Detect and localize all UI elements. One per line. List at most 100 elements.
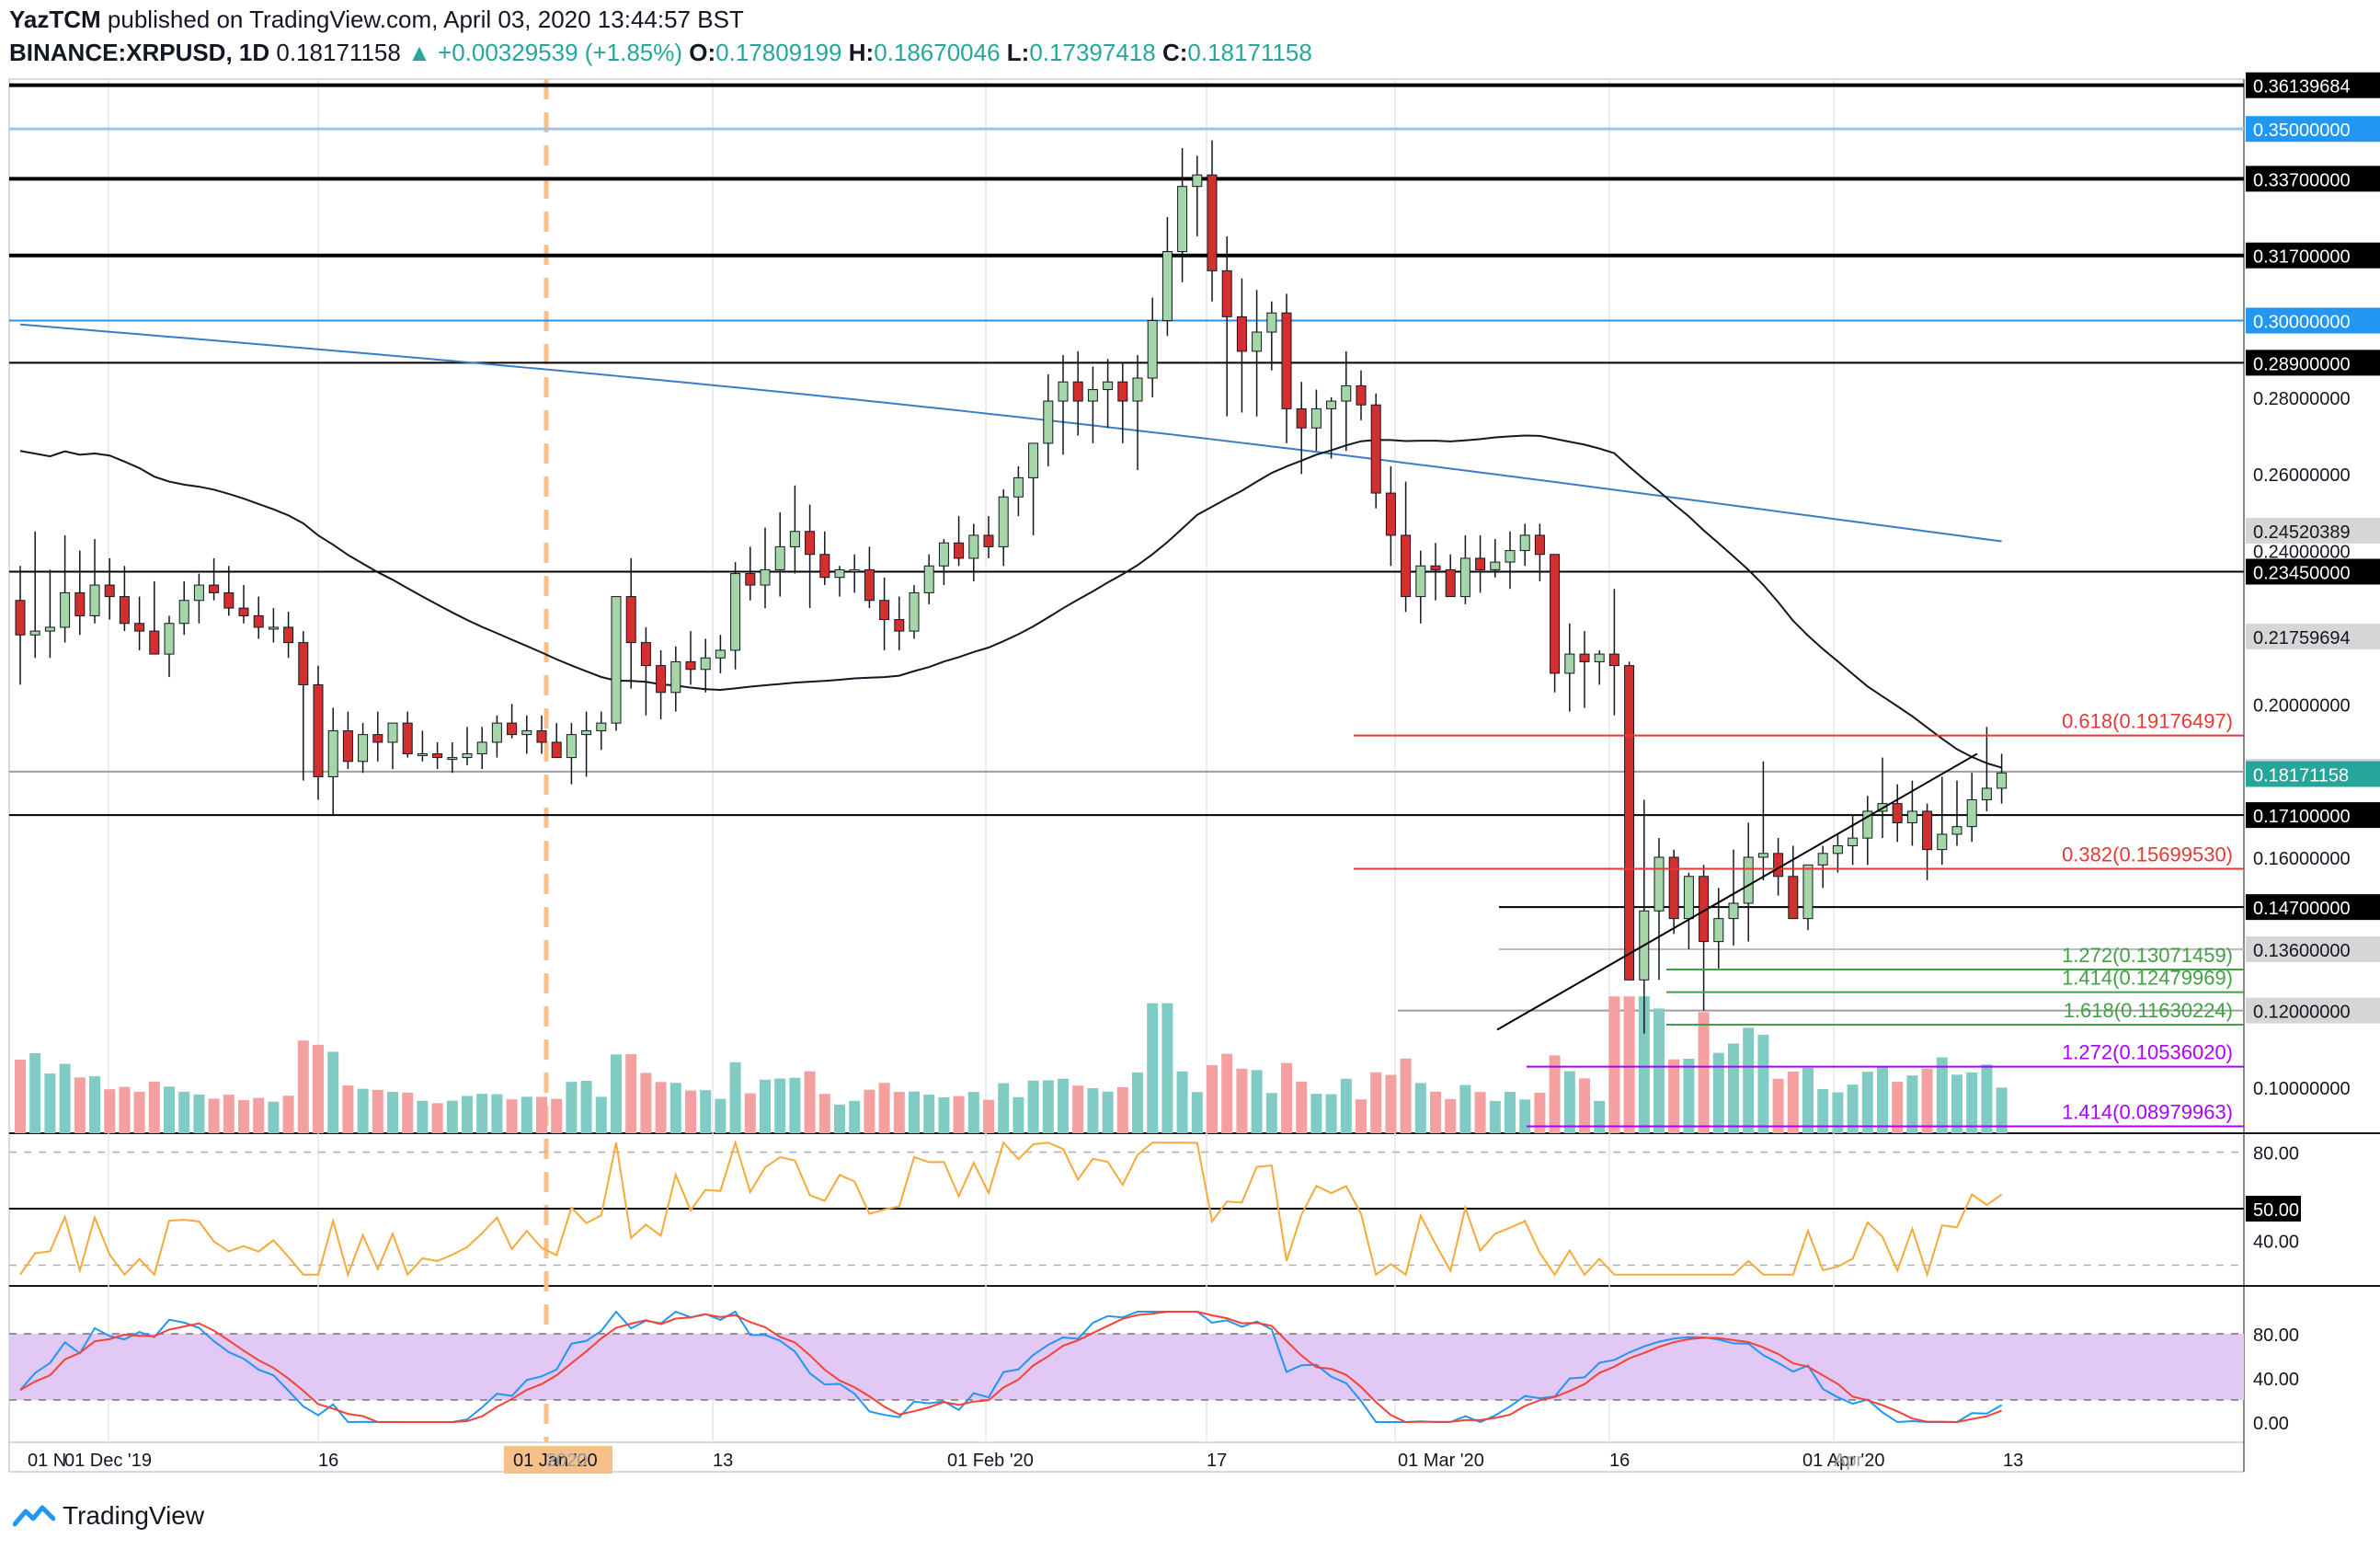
price-axis-label: 0.31700000 (2253, 247, 2351, 268)
volume-bar (506, 1099, 518, 1133)
volume-bar (1161, 1003, 1173, 1133)
candle-body (1087, 389, 1098, 402)
volume-bar (1370, 1072, 1382, 1133)
volume-bar (834, 1104, 845, 1133)
candle-body (581, 729, 592, 736)
volume-bar (744, 1093, 756, 1133)
volume-bar (1951, 1074, 1962, 1133)
symbol-legend: BINANCE:XRPUSD, 1D 0.18171158 ▲ +0.00329… (9, 39, 1312, 67)
candle-body (1013, 476, 1024, 498)
volume-bar (774, 1078, 786, 1133)
candle-body (864, 568, 875, 602)
candle-body (894, 619, 905, 632)
x-axis-label: 01 Dec '19 (64, 1451, 152, 1471)
volume-bar (59, 1063, 71, 1133)
candle-body (1459, 557, 1470, 598)
candle-body (968, 534, 979, 559)
candle-body (1713, 918, 1724, 943)
volume-bar (1549, 1055, 1561, 1133)
volume-bar (1414, 1083, 1426, 1133)
candle-body (611, 596, 622, 724)
symbol-name[interactable]: BINANCE:XRPUSD, 1D (9, 39, 270, 66)
volume-bar (938, 1096, 950, 1133)
price-axis-label-bg (2246, 242, 2380, 269)
candle-body (1385, 492, 1396, 536)
volume-bar (1102, 1091, 1114, 1133)
volume-bar (640, 1073, 652, 1133)
volume-bar (89, 1076, 100, 1133)
volume-bar (1489, 1100, 1501, 1133)
publisher-name[interactable]: YazTCM (9, 6, 101, 33)
volume-bar (402, 1092, 414, 1133)
stoch-band (9, 1334, 2244, 1400)
candle-body (954, 542, 965, 559)
candle-body (1997, 772, 2008, 789)
volume-bar (983, 1099, 994, 1133)
price-axis-label: 0.17100000 (2253, 807, 2351, 827)
candle-body (462, 752, 473, 759)
price-axis-label: 0.18171158 (2253, 765, 2349, 786)
volume-bar (1638, 996, 1650, 1133)
candle-body (1132, 377, 1143, 402)
fib-level-label: 0.382(0.15699530) (2062, 843, 2233, 866)
volume-bar (893, 1092, 905, 1133)
candle-body (1177, 186, 1188, 253)
candle-body (1192, 174, 1203, 188)
candle-body (1906, 810, 1917, 823)
volume-bar (1802, 1067, 1814, 1133)
price-axis-label: 0.24000000 (2253, 543, 2351, 563)
footer-brand: TradingView (63, 1501, 205, 1530)
volume-bar (1877, 1065, 1888, 1133)
candle-body (1475, 557, 1486, 570)
x-axis-label: 16 (1609, 1451, 1630, 1471)
candle-body (178, 600, 189, 625)
volume-bar (15, 1060, 26, 1133)
volume-bar (1296, 1081, 1308, 1133)
price-axis-label: 0.36139684 (2253, 77, 2351, 98)
price-axis-label: 0.10000000 (2253, 1079, 2351, 1099)
price-axis-label: 0.26000000 (2253, 465, 2351, 486)
volume-bar (148, 1081, 160, 1133)
volume-bar (342, 1085, 354, 1133)
high-value: 0.18670046 (874, 39, 1001, 66)
volume-bar (417, 1100, 429, 1133)
price-axis-label: 0.30000000 (2253, 313, 2351, 333)
candle-body (313, 683, 324, 777)
volume-bar (1608, 996, 1620, 1133)
ma200-line (19, 323, 2002, 543)
tradingview-footer[interactable]: TradingView (13, 1501, 204, 1531)
close-value: 0.18171158 (1187, 39, 1312, 66)
rsi-line (19, 1139, 2003, 1279)
chart-frame (8, 78, 2245, 1473)
price-axis-label: 0.24520389 (2253, 522, 2351, 543)
volume-bar (238, 1099, 249, 1133)
candle-body (15, 600, 26, 636)
volume-bar (1236, 1068, 1248, 1133)
candle-body (476, 741, 487, 754)
candle-body (491, 722, 502, 743)
price-axis-label: 0.13600000 (2253, 941, 2351, 961)
candle-body (298, 642, 309, 685)
candle-body (1221, 270, 1232, 317)
candle-body (1252, 331, 1263, 352)
volume-bar (1191, 1092, 1203, 1133)
volume-bar (462, 1096, 473, 1133)
candle-body (1326, 400, 1337, 409)
volume-bar (1892, 1082, 1904, 1133)
candle-body (1788, 876, 1799, 920)
volume-bar (655, 1082, 667, 1133)
candle-body (223, 591, 235, 609)
candle-body (1668, 856, 1679, 920)
candle-body (432, 752, 443, 759)
price-axis-label-bg (2246, 307, 2380, 334)
candle-body (1728, 902, 1739, 920)
volume-bar (1221, 1053, 1233, 1133)
volume-bar (536, 1096, 547, 1133)
price-axis-label-bg (2246, 761, 2380, 787)
candle-body (521, 729, 532, 736)
volume-bar (1981, 1064, 1993, 1133)
candle-body (700, 657, 711, 671)
volume-bar (1207, 1064, 1218, 1133)
candle-body (1534, 534, 1545, 556)
